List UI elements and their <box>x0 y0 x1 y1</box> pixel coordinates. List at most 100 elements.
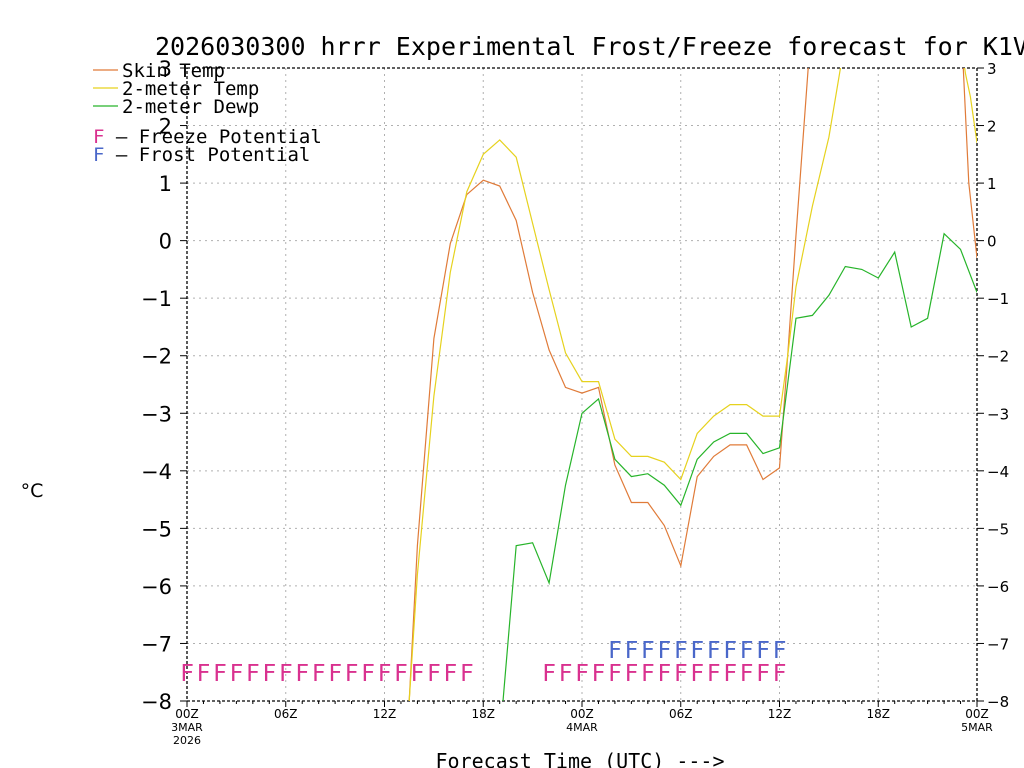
freeze-marker: F <box>641 661 655 687</box>
y-tick-label-right: −2 <box>987 348 1009 366</box>
x-tick-label: 00Z <box>175 707 199 721</box>
freeze-marker: F <box>559 661 573 687</box>
freeze-marker: F <box>690 661 704 687</box>
frost-marker: F <box>641 638 655 664</box>
y-tick-label-left: 1 <box>159 172 172 196</box>
freeze-marker: F <box>197 661 211 687</box>
freeze-marker: F <box>443 661 457 687</box>
x-tick-label: 18Z <box>867 707 891 721</box>
y-tick-label-left: −3 <box>141 402 172 426</box>
y-tick-label-left: −5 <box>141 517 172 541</box>
y-tick-label-left: −4 <box>141 460 172 484</box>
y-tick-label-left: 0 <box>159 230 172 254</box>
y-tick-label-left: −7 <box>141 632 172 656</box>
potential-markers: F F F F F F F F F F F F F F F F F F F F F F F F F F F F F F F F FF F F F F F F… <box>180 638 786 687</box>
freeze-marker: F <box>328 661 342 687</box>
y-tick-label-left: 3 <box>159 57 172 81</box>
freeze-marker: F <box>674 661 688 687</box>
freeze-marker: F <box>279 661 293 687</box>
freeze-marker: F <box>410 661 424 687</box>
x-tick-date: 3MAR <box>171 721 203 734</box>
potential-legend-entry: F – Frost Potential <box>93 144 310 166</box>
y-tick-label-right: −8 <box>987 693 1009 711</box>
frost-marker: F <box>657 638 671 664</box>
x-axis-label: Forecast Time (UTC) ---> <box>436 749 725 768</box>
y-tick-label-right: −1 <box>987 290 1009 308</box>
freeze-marker: F <box>312 661 326 687</box>
freeze-marker: F <box>246 661 260 687</box>
x-tick-label: 00Z <box>965 707 989 721</box>
y-tick-label-left: −2 <box>141 345 172 369</box>
freeze-marker: F <box>608 661 622 687</box>
freeze-marker: F <box>773 661 787 687</box>
series-line-skin-temp <box>408 68 977 701</box>
y-tick-label-right: −4 <box>987 463 1009 481</box>
frost-marker: F <box>624 638 638 664</box>
y-tick-label-left: −6 <box>141 575 172 599</box>
freeze-marker: F <box>229 661 243 687</box>
x-tick-label: 06Z <box>669 707 693 721</box>
potential-legend-entry: F – Freeze Potential <box>93 126 322 148</box>
plot-frame <box>186 67 978 702</box>
y-tick-label-left: 2 <box>159 115 172 139</box>
freeze-marker: F <box>657 661 671 687</box>
freeze-marker: F <box>592 661 606 687</box>
freeze-marker: F <box>213 661 227 687</box>
y-axis-label: °C <box>21 480 44 502</box>
y-tick-label-right: 2 <box>987 118 997 136</box>
x-tick-label: 12Z <box>373 707 397 721</box>
freeze-marker: F <box>295 661 309 687</box>
chart-title: 2026030300 hrrr Experimental Frost/Freez… <box>155 32 1024 61</box>
y-tick-label-left: −1 <box>141 287 172 311</box>
freeze-marker: F <box>624 661 638 687</box>
freeze-marker: F <box>427 661 441 687</box>
x-tick-label: 06Z <box>274 707 298 721</box>
x-tick-year: 2026 <box>173 734 201 747</box>
freeze-marker: F <box>180 661 194 687</box>
freeze-marker: F <box>723 661 737 687</box>
freeze-marker: F <box>707 661 721 687</box>
freeze-marker: F <box>740 661 754 687</box>
x-tick-label: 18Z <box>472 707 496 721</box>
freeze-marker: F <box>575 661 589 687</box>
y-tick-label-right: −3 <box>987 405 1009 423</box>
y-tick-label-right: 0 <box>987 233 997 251</box>
x-tick-label: 12Z <box>768 707 792 721</box>
frost-marker: F <box>674 638 688 664</box>
legend-label: Skin Temp <box>122 60 225 82</box>
x-tick-date: 5MAR <box>961 721 993 734</box>
frost-marker: F <box>690 638 704 664</box>
x-tick-label: 00Z <box>570 707 594 721</box>
series-line-2-meter-dewp <box>502 232 977 701</box>
freeze-marker: F <box>345 661 359 687</box>
legend-label: 2-meter Dewp <box>122 96 259 118</box>
potential-legend-symbol: F <box>93 144 104 166</box>
frost-marker: F <box>707 638 721 664</box>
frost-marker: F <box>773 638 787 664</box>
y-tick-label-right: −7 <box>987 635 1009 653</box>
frost-marker: F <box>608 638 622 664</box>
y-tick-label-right: −5 <box>987 520 1009 538</box>
freeze-marker: F <box>394 661 408 687</box>
freeze-marker: F <box>378 661 392 687</box>
freeze-marker: F <box>262 661 276 687</box>
x-tick-date: 4MAR <box>566 721 598 734</box>
frost-marker: F <box>740 638 754 664</box>
potential-legend-symbol: F <box>93 126 104 148</box>
y-tick-label-right: 3 <box>987 60 997 78</box>
frost-marker: F <box>723 638 737 664</box>
y-tick-label-right: −6 <box>987 578 1009 596</box>
potential-legend-label: – Frost Potential <box>104 144 310 166</box>
freeze-marker: F <box>542 661 556 687</box>
freeze-marker: F <box>460 661 474 687</box>
series-line-2-meter-temp <box>408 68 977 701</box>
legend-label: 2-meter Temp <box>122 78 259 100</box>
potential-legend-label: – Freeze Potential <box>104 126 321 148</box>
y-tick-label-right: 1 <box>987 175 997 193</box>
frost-marker: F <box>756 638 770 664</box>
y-tick-label-left: −8 <box>141 690 172 714</box>
series-lines <box>408 68 977 701</box>
axes: −8 −8 −7 −7 −6 −6 −5 −5 −4 −4 −3 −3 −2 −2 −1 −1 0 0 1 1 2 2 3 3… <box>141 57 1009 747</box>
